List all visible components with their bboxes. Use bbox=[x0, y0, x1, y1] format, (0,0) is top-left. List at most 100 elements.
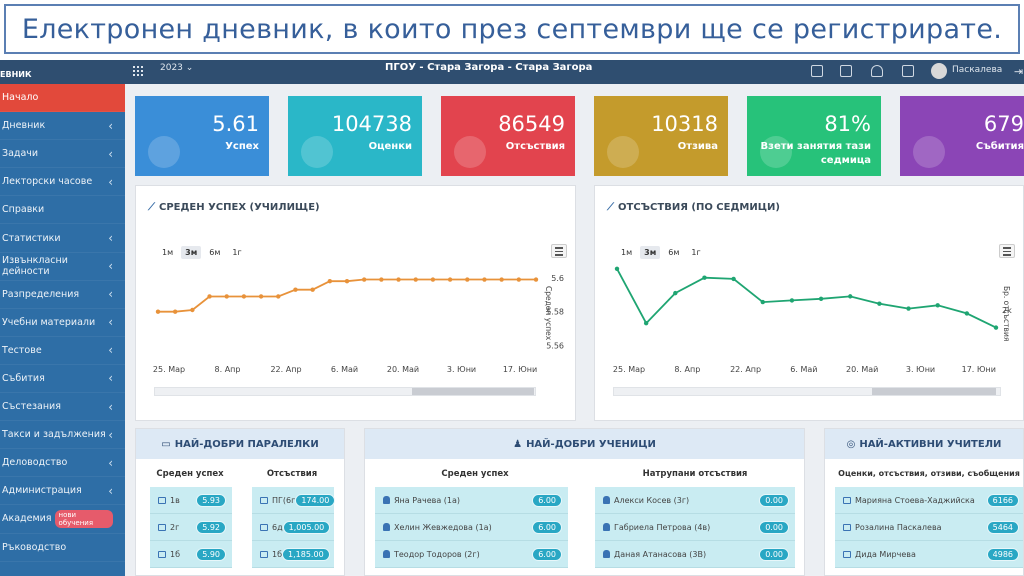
sidebar-item[interactable]: Начало bbox=[0, 84, 125, 113]
data-point[interactable] bbox=[499, 277, 504, 282]
data-point[interactable] bbox=[258, 294, 264, 299]
data-point[interactable] bbox=[344, 279, 350, 284]
list-item[interactable]: Яна Рачева (1а) 6.00 bbox=[375, 487, 568, 514]
list-item[interactable]: ПГ(6г 174.00 bbox=[252, 487, 336, 514]
edit-icon[interactable] bbox=[840, 65, 852, 77]
sidebar-item[interactable]: Справки bbox=[0, 196, 125, 225]
list-item[interactable]: Алекси Косев (3г) 0.00 bbox=[595, 487, 795, 514]
list-item[interactable]: 1б 1,185.00 bbox=[252, 541, 334, 568]
avatar[interactable] bbox=[931, 63, 947, 79]
bell-icon[interactable] bbox=[871, 65, 883, 77]
list-item[interactable]: 2г 5.92 bbox=[150, 514, 232, 541]
data-point[interactable] bbox=[224, 294, 229, 299]
list-item[interactable]: Габриела Петрова (4в) 0.00 bbox=[595, 514, 795, 541]
sidebar-item[interactable]: Събития ‹ bbox=[0, 365, 125, 394]
data-point[interactable] bbox=[396, 277, 401, 282]
data-point[interactable] bbox=[241, 294, 247, 299]
range-1y-button[interactable]: 1г bbox=[691, 248, 701, 257]
data-point[interactable] bbox=[361, 277, 367, 282]
range-3m-button[interactable]: 3м bbox=[640, 246, 661, 259]
list-item[interactable]: Марияна Стоева-Хаджийска 6166 bbox=[835, 487, 1023, 514]
sidebar-item[interactable]: Тестове ‹ bbox=[0, 337, 125, 365]
list-item[interactable]: 1в 5.93 bbox=[150, 487, 232, 514]
stat-card[interactable]: 86549 Отсъствия bbox=[441, 96, 575, 176]
sidebar-item[interactable]: Учебни материали ‹ bbox=[0, 309, 125, 337]
data-point[interactable] bbox=[702, 275, 707, 280]
data-point[interactable] bbox=[172, 309, 178, 314]
data-point[interactable] bbox=[413, 277, 418, 282]
data-point[interactable] bbox=[964, 311, 970, 316]
data-point[interactable] bbox=[614, 266, 620, 271]
data-point[interactable] bbox=[447, 277, 453, 282]
sidebar-item[interactable]: Задачи ‹ bbox=[0, 140, 125, 169]
data-point[interactable] bbox=[935, 303, 940, 308]
data-point[interactable] bbox=[293, 287, 298, 292]
data-point[interactable] bbox=[190, 307, 195, 313]
range-1y-button[interactable]: 1г bbox=[232, 248, 242, 257]
user-name[interactable]: Паскалева bbox=[952, 65, 1003, 75]
data-point[interactable] bbox=[789, 298, 795, 303]
list-item[interactable]: 1б 5.90 bbox=[150, 541, 232, 568]
data-point[interactable] bbox=[207, 294, 212, 299]
data-point[interactable] bbox=[482, 277, 487, 282]
data-point[interactable] bbox=[848, 294, 853, 299]
scrollbar-thumb[interactable] bbox=[872, 388, 996, 395]
list-item[interactable]: Теодор Тодоров (2г) 6.00 bbox=[375, 541, 568, 568]
data-point[interactable] bbox=[760, 299, 765, 305]
sidebar-item[interactable]: Ръководство bbox=[0, 534, 125, 562]
sidebar-item[interactable]: Лекторски часове ‹ bbox=[0, 168, 125, 197]
stat-card[interactable]: 81% Взети занятия тази седмица bbox=[747, 96, 881, 176]
data-point[interactable] bbox=[731, 276, 736, 282]
data-point[interactable] bbox=[533, 277, 539, 282]
data-point[interactable] bbox=[516, 277, 522, 282]
chart-menu-button[interactable] bbox=[999, 244, 1015, 258]
sidebar-item[interactable]: Състезания ‹ bbox=[0, 393, 125, 422]
range-6m-button[interactable]: 6м bbox=[209, 248, 221, 257]
sidebar-item[interactable]: Администрация ‹ bbox=[0, 477, 125, 506]
stat-card[interactable]: 5.61 Успех bbox=[135, 96, 269, 176]
data-point[interactable] bbox=[430, 277, 436, 282]
range-6m-button[interactable]: 6м bbox=[668, 248, 680, 257]
data-point[interactable] bbox=[155, 309, 161, 314]
data-point[interactable] bbox=[327, 279, 333, 284]
megaphone-icon[interactable] bbox=[811, 65, 823, 77]
list-item[interactable]: Розалина Паскалева 5464 bbox=[835, 514, 1023, 541]
data-point[interactable] bbox=[906, 306, 911, 311]
range-1m-button[interactable]: 1м bbox=[621, 248, 633, 257]
apps-grid-icon[interactable] bbox=[133, 66, 143, 76]
scrollbar-thumb[interactable] bbox=[412, 388, 534, 395]
stat-card[interactable]: 104738 Оценки bbox=[288, 96, 422, 176]
data-point[interactable] bbox=[673, 290, 678, 296]
logout-icon[interactable]: ⇥ bbox=[1014, 65, 1024, 78]
sidebar-item[interactable]: Извънкласни дейности ‹ bbox=[0, 253, 125, 281]
list-item[interactable]: 6д 1,005.00 bbox=[252, 514, 334, 541]
chevron-left-icon: ‹ bbox=[108, 118, 113, 133]
data-point[interactable] bbox=[379, 277, 384, 282]
list-item[interactable]: Дида Мирчева 4986 bbox=[835, 541, 1023, 568]
data-point[interactable] bbox=[465, 277, 470, 282]
mail-icon[interactable] bbox=[902, 65, 914, 77]
sidebar-item[interactable]: Такси и задължения ‹ bbox=[0, 421, 125, 450]
school-name[interactable]: ПГОУ - Стара Загора - Стара Загора bbox=[385, 62, 593, 73]
sidebar-item[interactable]: Статистики ‹ bbox=[0, 224, 125, 253]
range-3m-button[interactable]: 3м bbox=[181, 246, 202, 259]
chart-menu-button[interactable] bbox=[551, 244, 567, 258]
data-point[interactable] bbox=[276, 294, 281, 299]
sidebar-item[interactable]: Академия нови обучения bbox=[0, 505, 125, 534]
sidebar-item[interactable]: Деловодство ‹ bbox=[0, 449, 125, 478]
chart-scrollbar[interactable] bbox=[613, 387, 1001, 396]
range-1m-button[interactable]: 1м bbox=[162, 248, 174, 257]
sidebar-item[interactable]: Разпределения ‹ bbox=[0, 281, 125, 309]
data-point[interactable] bbox=[643, 320, 649, 326]
stat-card[interactable]: 679 Събития bbox=[900, 96, 1024, 176]
data-point[interactable] bbox=[818, 296, 824, 302]
data-point[interactable] bbox=[993, 325, 999, 330]
list-item[interactable]: Хелин Жевжедова (1а) 6.00 bbox=[375, 514, 568, 541]
data-point[interactable] bbox=[310, 287, 315, 292]
chart-scrollbar[interactable] bbox=[154, 387, 536, 396]
sidebar-item[interactable]: Дневник ‹ bbox=[0, 112, 125, 141]
year-selector[interactable]: 2023 ⌄ bbox=[160, 63, 194, 73]
data-point[interactable] bbox=[877, 301, 882, 306]
stat-card[interactable]: 10318 Отзива bbox=[594, 96, 728, 176]
list-item[interactable]: Даная Атанасова (3В) 0.00 bbox=[595, 541, 795, 568]
